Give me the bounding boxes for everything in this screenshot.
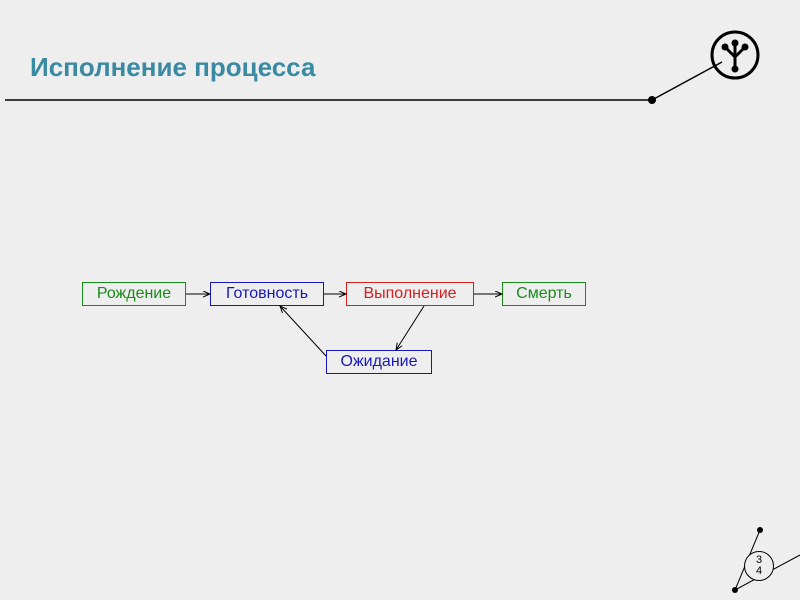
- node-death: Смерть: [502, 282, 586, 306]
- node-birth: Рождение: [82, 282, 186, 306]
- node-run: Выполнение: [346, 282, 474, 306]
- node-wait: Ожидание: [326, 350, 432, 374]
- slide: Исполнение процесса Рождение Готовность Вы…: [0, 0, 800, 600]
- page-number-bottom: 4: [756, 566, 762, 577]
- page-title: Исполнение процесса: [30, 52, 315, 83]
- page-number: 3 4: [744, 551, 774, 581]
- node-ready: Готовность: [210, 282, 324, 306]
